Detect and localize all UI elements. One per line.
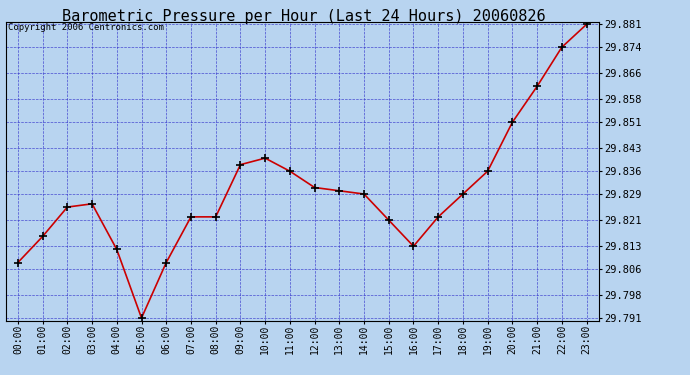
Text: Copyright 2006 Centronics.com: Copyright 2006 Centronics.com — [8, 23, 164, 32]
Text: Barometric Pressure per Hour (Last 24 Hours) 20060826: Barometric Pressure per Hour (Last 24 Ho… — [62, 9, 545, 24]
